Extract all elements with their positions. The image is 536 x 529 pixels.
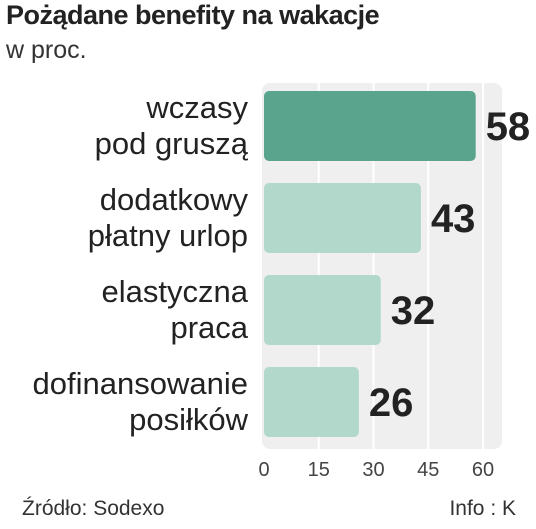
x-tick-label: 0 xyxy=(258,459,269,481)
bar xyxy=(264,367,359,437)
chart-subtitle: w proc. xyxy=(6,36,87,64)
x-tick-label: 15 xyxy=(308,459,330,481)
x-tick-label: 60 xyxy=(472,459,494,481)
bar xyxy=(264,275,381,345)
x-tick-label: 45 xyxy=(417,459,439,481)
category-label: dodatkowy xyxy=(100,182,249,217)
category-label: wczasy xyxy=(145,90,248,125)
credit-note: Info : K xyxy=(449,497,516,520)
chart-title: Pożądane benefity na wakacje xyxy=(6,0,380,30)
category-label: płatny urlop xyxy=(88,218,248,253)
category-label: elastyczna xyxy=(102,274,249,309)
bar xyxy=(264,183,421,253)
x-tick-label: 30 xyxy=(362,459,384,481)
category-label: posiłków xyxy=(129,402,248,437)
plot-background xyxy=(262,83,502,449)
source-note: Źródło: Sodexo xyxy=(22,497,165,520)
category-label: pod gruszą xyxy=(95,126,249,161)
value-label: 43 xyxy=(431,197,476,241)
category-label: praca xyxy=(170,310,248,345)
bar xyxy=(264,91,476,161)
value-label: 32 xyxy=(391,289,436,333)
category-label: dofinansowanie xyxy=(33,366,248,401)
value-label: 26 xyxy=(369,381,414,425)
value-label: 58 xyxy=(486,105,531,149)
